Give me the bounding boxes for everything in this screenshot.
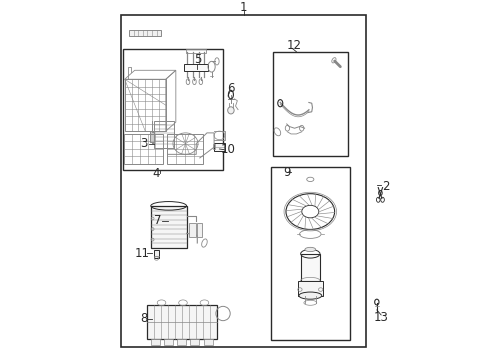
Ellipse shape (298, 292, 321, 299)
Bar (203, 338, 212, 345)
Text: 3: 3 (140, 137, 147, 150)
Bar (212, 144, 214, 149)
Bar (150, 206, 186, 248)
Text: 2: 2 (381, 180, 389, 193)
Ellipse shape (305, 247, 315, 252)
Text: 6: 6 (227, 82, 235, 95)
Bar (124, 134, 163, 164)
Text: 8: 8 (140, 312, 147, 325)
Bar (300, 254, 319, 280)
Bar (153, 250, 159, 258)
Bar (121, 15, 366, 347)
Text: 12: 12 (286, 40, 301, 53)
Bar (189, 223, 196, 237)
Text: 4: 4 (152, 167, 160, 180)
Text: 10: 10 (221, 143, 235, 156)
Bar (129, 30, 161, 36)
Bar (154, 121, 174, 148)
Bar (166, 134, 202, 164)
Text: 9: 9 (283, 166, 290, 179)
Text: 1: 1 (240, 1, 247, 14)
Bar (197, 223, 202, 237)
Ellipse shape (227, 107, 234, 114)
Bar (214, 143, 224, 151)
Bar (271, 167, 349, 340)
Bar (185, 49, 205, 53)
Bar (190, 338, 199, 345)
Bar (177, 338, 186, 345)
Bar (163, 338, 173, 345)
Bar (124, 79, 165, 131)
Bar (184, 64, 207, 71)
Bar (147, 305, 217, 338)
Text: 13: 13 (373, 311, 388, 324)
Text: 7: 7 (154, 214, 162, 227)
Bar (150, 338, 160, 345)
Text: 5: 5 (194, 53, 201, 66)
Bar (297, 280, 322, 296)
Text: 11: 11 (135, 247, 150, 260)
Bar (122, 49, 223, 170)
Bar (273, 53, 347, 156)
